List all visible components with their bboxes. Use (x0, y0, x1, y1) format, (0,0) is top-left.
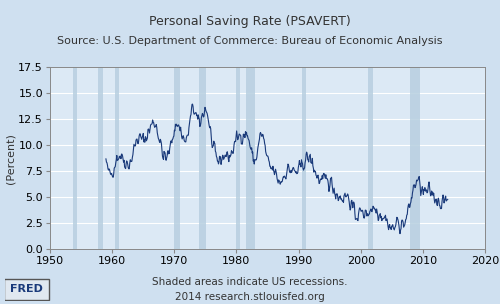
Text: Personal Saving Rate (PSAVERT): Personal Saving Rate (PSAVERT) (149, 15, 351, 28)
Text: 2014 research.stlouisfed.org: 2014 research.stlouisfed.org (175, 292, 325, 302)
Bar (246, 67, 254, 249)
Bar (198, 67, 206, 249)
Text: Source: U.S. Department of Commerce: Bureau of Economic Analysis: Source: U.S. Department of Commerce: Bur… (57, 36, 443, 47)
Bar (98, 67, 103, 249)
FancyBboxPatch shape (4, 278, 48, 300)
Bar (115, 67, 119, 249)
Bar (236, 67, 240, 249)
Y-axis label: (Percent): (Percent) (6, 133, 16, 184)
Text: Shaded areas indicate US recessions.: Shaded areas indicate US recessions. (152, 277, 348, 287)
Bar (302, 67, 306, 249)
Bar (368, 67, 372, 249)
Bar (410, 67, 420, 249)
Bar (174, 67, 180, 249)
Bar (73, 67, 78, 249)
Text: FRED: FRED (10, 284, 42, 294)
